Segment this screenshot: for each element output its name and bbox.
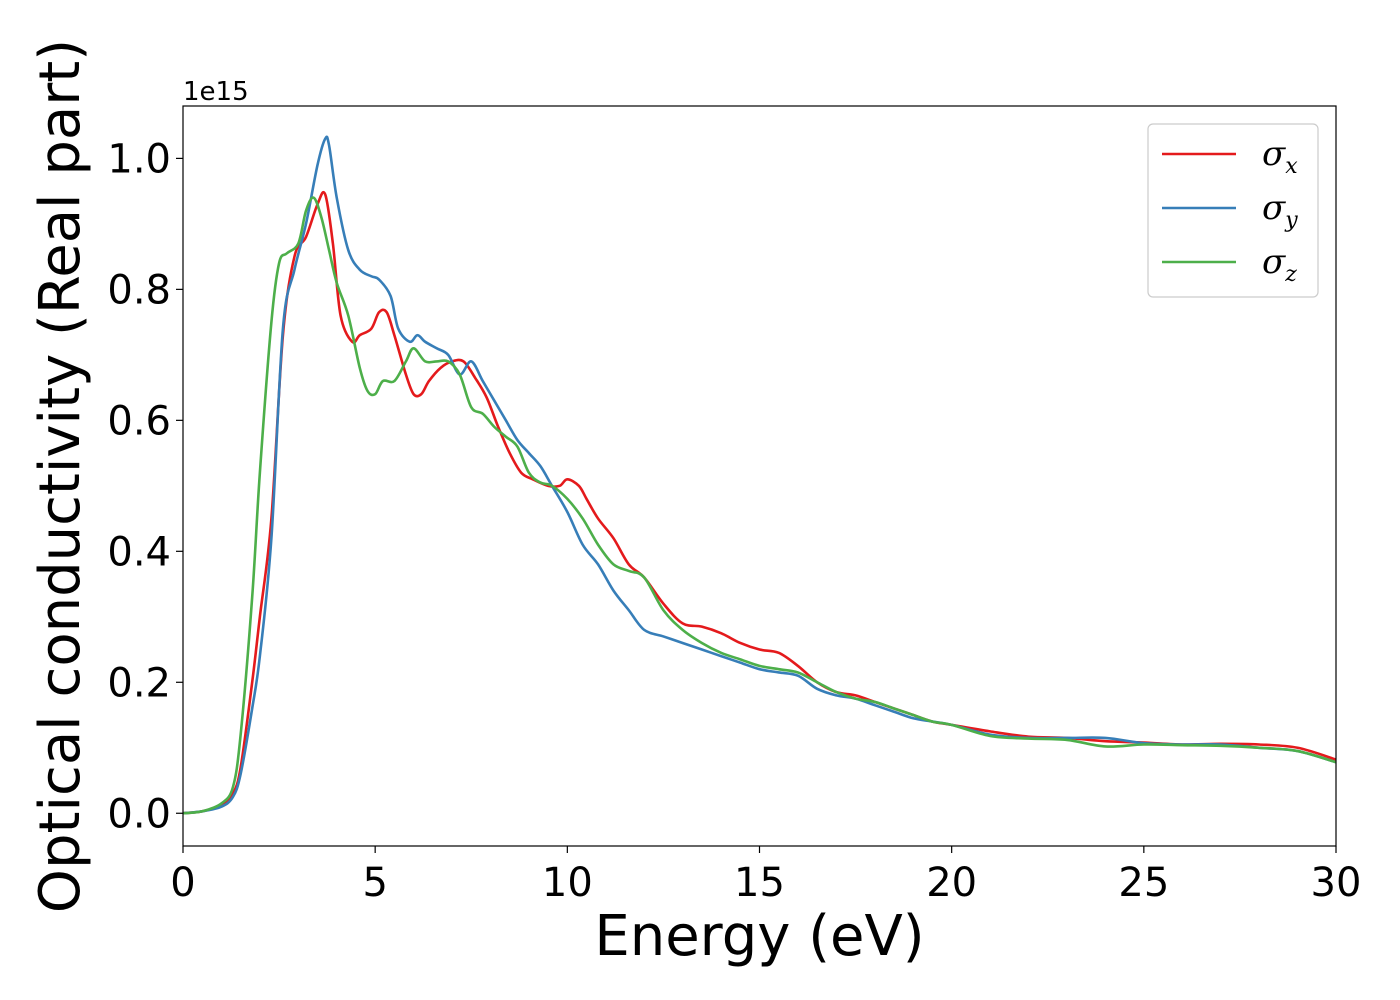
x-tick-label: 10 xyxy=(542,860,593,906)
x-tick-label: 30 xyxy=(1311,860,1362,906)
y-tick-label: 0.2 xyxy=(107,660,171,706)
y-tick-label: 0.8 xyxy=(107,267,171,313)
y-tick-label: 0.0 xyxy=(107,791,171,837)
series-line-z xyxy=(183,196,1336,815)
x-tick-label: 25 xyxy=(1118,860,1169,906)
x-tick-label: 15 xyxy=(734,860,785,906)
x-tick-label: 0 xyxy=(170,860,195,906)
x-axis-label: Energy (eV) xyxy=(594,904,924,969)
tick-layer: 0 5 10 15 20 25 30 0.0 0.2 0.4 0.6 0.8 1.0 xyxy=(107,136,1361,906)
y-tick-label: 0.4 xyxy=(107,529,171,575)
x-tick-label: 20 xyxy=(926,860,977,906)
series-layer xyxy=(183,135,1336,815)
legend-label-x: σx xyxy=(1262,134,1298,179)
y-offset-label: 1e15 xyxy=(183,77,249,107)
y-tick-label: 1.0 xyxy=(107,136,171,182)
y-tick-label: 0.6 xyxy=(107,398,171,444)
y-axis-label: Optical conductivity (Real part) xyxy=(28,39,93,913)
legend-box xyxy=(1147,123,1319,298)
x-tick-label: 5 xyxy=(362,860,387,906)
